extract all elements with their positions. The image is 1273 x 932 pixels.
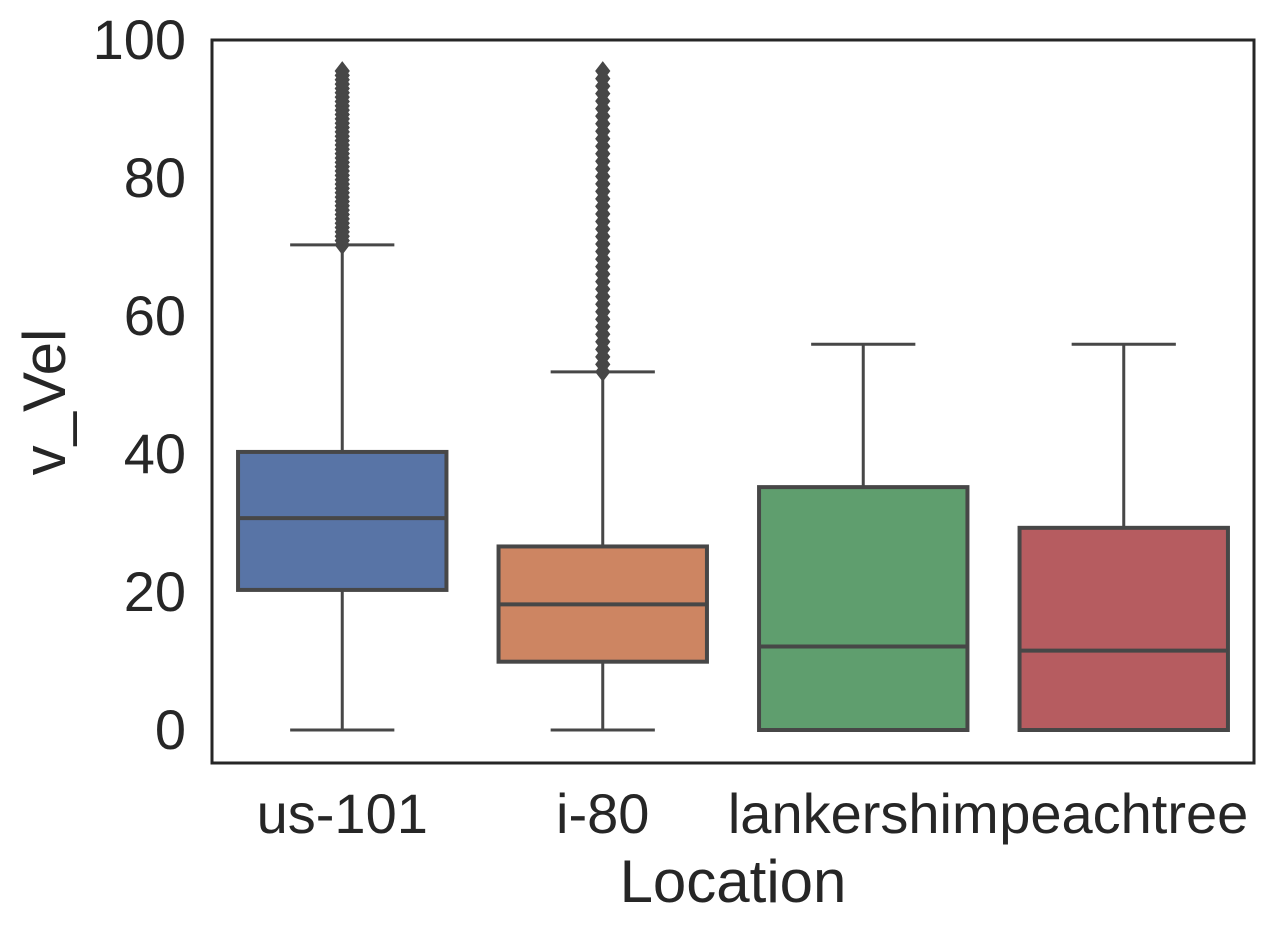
y-tick-label: 20 bbox=[124, 560, 186, 623]
box-group-peachtree bbox=[1017, 342, 1230, 733]
x-axis-label: Location bbox=[620, 848, 847, 915]
outlier-markers bbox=[595, 61, 611, 382]
x-tick-label: lankershim bbox=[728, 782, 999, 845]
y-tick-label: 0 bbox=[155, 698, 186, 761]
x-tick-label: i-80 bbox=[556, 782, 649, 845]
outlier-marker bbox=[595, 61, 611, 81]
boxes-layer bbox=[236, 61, 1230, 733]
plot-frame bbox=[210, 38, 1256, 765]
box-iqr bbox=[757, 485, 970, 732]
box-group-lankershim bbox=[757, 342, 970, 732]
y-tick-label: 60 bbox=[124, 284, 186, 347]
x-tick-label: us-101 bbox=[257, 782, 428, 845]
y-tick-label: 100 bbox=[93, 8, 186, 71]
box-iqr bbox=[236, 449, 449, 592]
outlier-marker bbox=[334, 61, 350, 81]
x-tick-label: peachtree bbox=[999, 782, 1248, 845]
box-group-i-80 bbox=[496, 61, 709, 732]
y-tick-label: 40 bbox=[124, 422, 186, 485]
y-axis-label: v_Vel bbox=[11, 329, 78, 476]
box-iqr bbox=[1017, 525, 1230, 733]
box-group-us-101 bbox=[236, 61, 449, 732]
y-tick-labels: 0 20 40 60 80 100 bbox=[93, 8, 186, 761]
y-tick-label: 80 bbox=[124, 146, 186, 209]
x-tick-labels: us-101 i-80 lankershim peachtree bbox=[257, 782, 1249, 845]
outlier-markers bbox=[334, 61, 350, 255]
